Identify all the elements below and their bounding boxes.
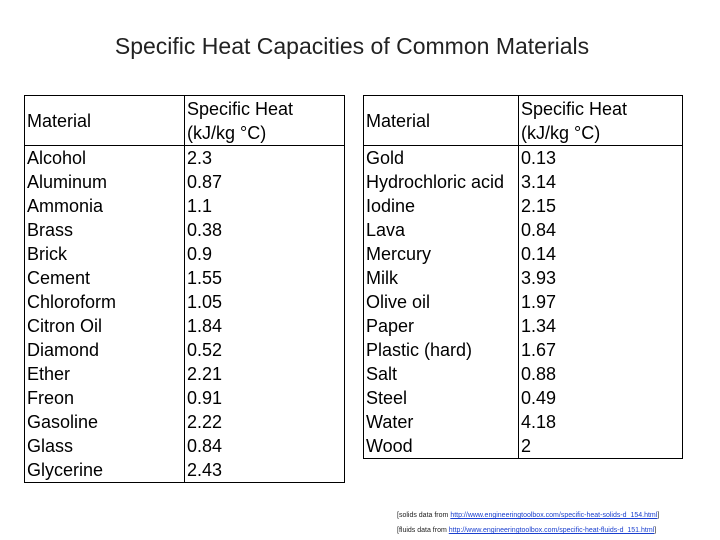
footnote: [fluids data from http://www.engineering…	[397, 527, 656, 534]
footnote-suffix: ]	[657, 512, 660, 519]
material-cell: Brick	[24, 242, 185, 266]
material-cell: Gasoline	[24, 410, 185, 434]
table-row: Ether 2.21	[24, 362, 345, 386]
header-row: Material Specific Heat (kJ/kg °C)	[363, 95, 683, 146]
table-row: Glycerine 2.43	[24, 458, 345, 483]
value-cell: 2.15	[518, 194, 683, 218]
value-cell: 0.14	[518, 242, 683, 266]
material-cell: Salt	[363, 362, 519, 386]
material-cell: Wood	[363, 434, 519, 459]
table-row: Hydrochloric acid 3.14	[363, 170, 683, 194]
value-cell: 0.38	[184, 218, 345, 242]
material-cell: Cement	[24, 266, 185, 290]
table-row: Water 4.18	[363, 410, 683, 434]
material-cell: Chloroform	[24, 290, 185, 314]
value-cell: 0.49	[518, 386, 683, 410]
data-table: Material Specific Heat (kJ/kg °C) Gold 0.13…	[363, 95, 683, 459]
material-cell: Alcohol	[24, 145, 185, 170]
material-cell: Glycerine	[24, 458, 185, 483]
data-table: Material Specific Heat (kJ/kg °C) Alcohol 2…	[24, 95, 345, 483]
material-cell: Steel	[363, 386, 519, 410]
material-cell: Plastic (hard)	[363, 338, 519, 362]
material-cell: Brass	[24, 218, 185, 242]
material-cell: Aluminum	[24, 170, 185, 194]
value-cell: 0.84	[184, 434, 345, 458]
value-cell: 1.05	[184, 290, 345, 314]
value-cell: 1.84	[184, 314, 345, 338]
value-cell: 2.43	[184, 458, 345, 483]
value-cell: 0.84	[518, 218, 683, 242]
material-cell: Hydrochloric acid	[363, 170, 519, 194]
table-row: Wood 2	[363, 434, 683, 459]
table-row: Steel 0.49	[363, 386, 683, 410]
value-cell: 0.13	[518, 145, 683, 170]
value-cell: 2.21	[184, 362, 345, 386]
value-cell: 0.9	[184, 242, 345, 266]
value-cell: 1.34	[518, 314, 683, 338]
material-cell: Citron Oil	[24, 314, 185, 338]
value-cell: 0.91	[184, 386, 345, 410]
table-row: Cement 1.55	[24, 266, 345, 290]
footnote-link[interactable]: http://www.engineeringtoolbox.com/specif…	[450, 512, 658, 519]
footnote: [solids data from http://www.engineering…	[397, 512, 659, 519]
value-cell: 0.87	[184, 170, 345, 194]
header-cell: Specific Heat (kJ/kg °C)	[518, 95, 683, 146]
value-cell: 2	[518, 434, 683, 459]
table-row: Brass 0.38	[24, 218, 345, 242]
material-cell: Ether	[24, 362, 185, 386]
table-row: Paper 1.34	[363, 314, 683, 338]
value-cell: 0.88	[518, 362, 683, 386]
table-row: Salt 0.88	[363, 362, 683, 386]
material-cell: Paper	[363, 314, 519, 338]
value-cell: 1.67	[518, 338, 683, 362]
material-cell: Iodine	[363, 194, 519, 218]
footnote-prefix: [fluids data from	[397, 527, 447, 534]
table-row: Olive oil 1.97	[363, 290, 683, 314]
table-row: Gasoline 2.22	[24, 410, 345, 434]
value-cell: 2.22	[184, 410, 345, 434]
footnote-prefix: [solids data from	[397, 512, 449, 519]
material-cell: Freon	[24, 386, 185, 410]
table-row: Iodine 2.15	[363, 194, 683, 218]
header-cell: Material	[363, 95, 519, 146]
table-row: Lava 0.84	[363, 218, 683, 242]
material-cell: Glass	[24, 434, 185, 458]
value-cell: 4.18	[518, 410, 683, 434]
value-cell: 3.14	[518, 170, 683, 194]
table-row: Aluminum 0.87	[24, 170, 345, 194]
table-row: Diamond 0.52	[24, 338, 345, 362]
material-cell: Diamond	[24, 338, 185, 362]
material-cell: Gold	[363, 145, 519, 170]
material-cell: Lava	[363, 218, 519, 242]
value-cell: 3.93	[518, 266, 683, 290]
table-row: Ammonia 1.1	[24, 194, 345, 218]
table-row: Citron Oil 1.84	[24, 314, 345, 338]
table-row: Gold 0.13	[363, 145, 683, 170]
table-row: Glass 0.84	[24, 434, 345, 458]
value-cell: 2.3	[184, 145, 345, 170]
table-row: Brick 0.9	[24, 242, 345, 266]
header-cell: Material	[24, 95, 185, 146]
footnote-suffix: ]	[654, 527, 657, 534]
material-cell: Water	[363, 410, 519, 434]
table-row: Milk 3.93	[363, 266, 683, 290]
value-cell: 1.97	[518, 290, 683, 314]
table-row: Plastic (hard) 1.67	[363, 338, 683, 362]
title: Specific Heat Capacities of Common Mater…	[114, 33, 590, 59]
material-cell: Milk	[363, 266, 519, 290]
header-row: Material Specific Heat (kJ/kg °C)	[24, 95, 345, 146]
footnote-link[interactable]: http://www.engineeringtoolbox.com/specif…	[448, 527, 655, 534]
table-row: Chloroform 1.05	[24, 290, 345, 314]
material-cell: Olive oil	[363, 290, 519, 314]
table-row: Alcohol 2.3	[24, 145, 345, 170]
value-cell: 0.52	[184, 338, 345, 362]
table-row: Freon 0.91	[24, 386, 345, 410]
value-cell: 1.55	[184, 266, 345, 290]
table-row: Mercury 0.14	[363, 242, 683, 266]
material-cell: Mercury	[363, 242, 519, 266]
header-cell: Specific Heat (kJ/kg °C)	[184, 95, 345, 146]
material-cell: Ammonia	[24, 194, 185, 218]
value-cell: 1.1	[184, 194, 345, 218]
